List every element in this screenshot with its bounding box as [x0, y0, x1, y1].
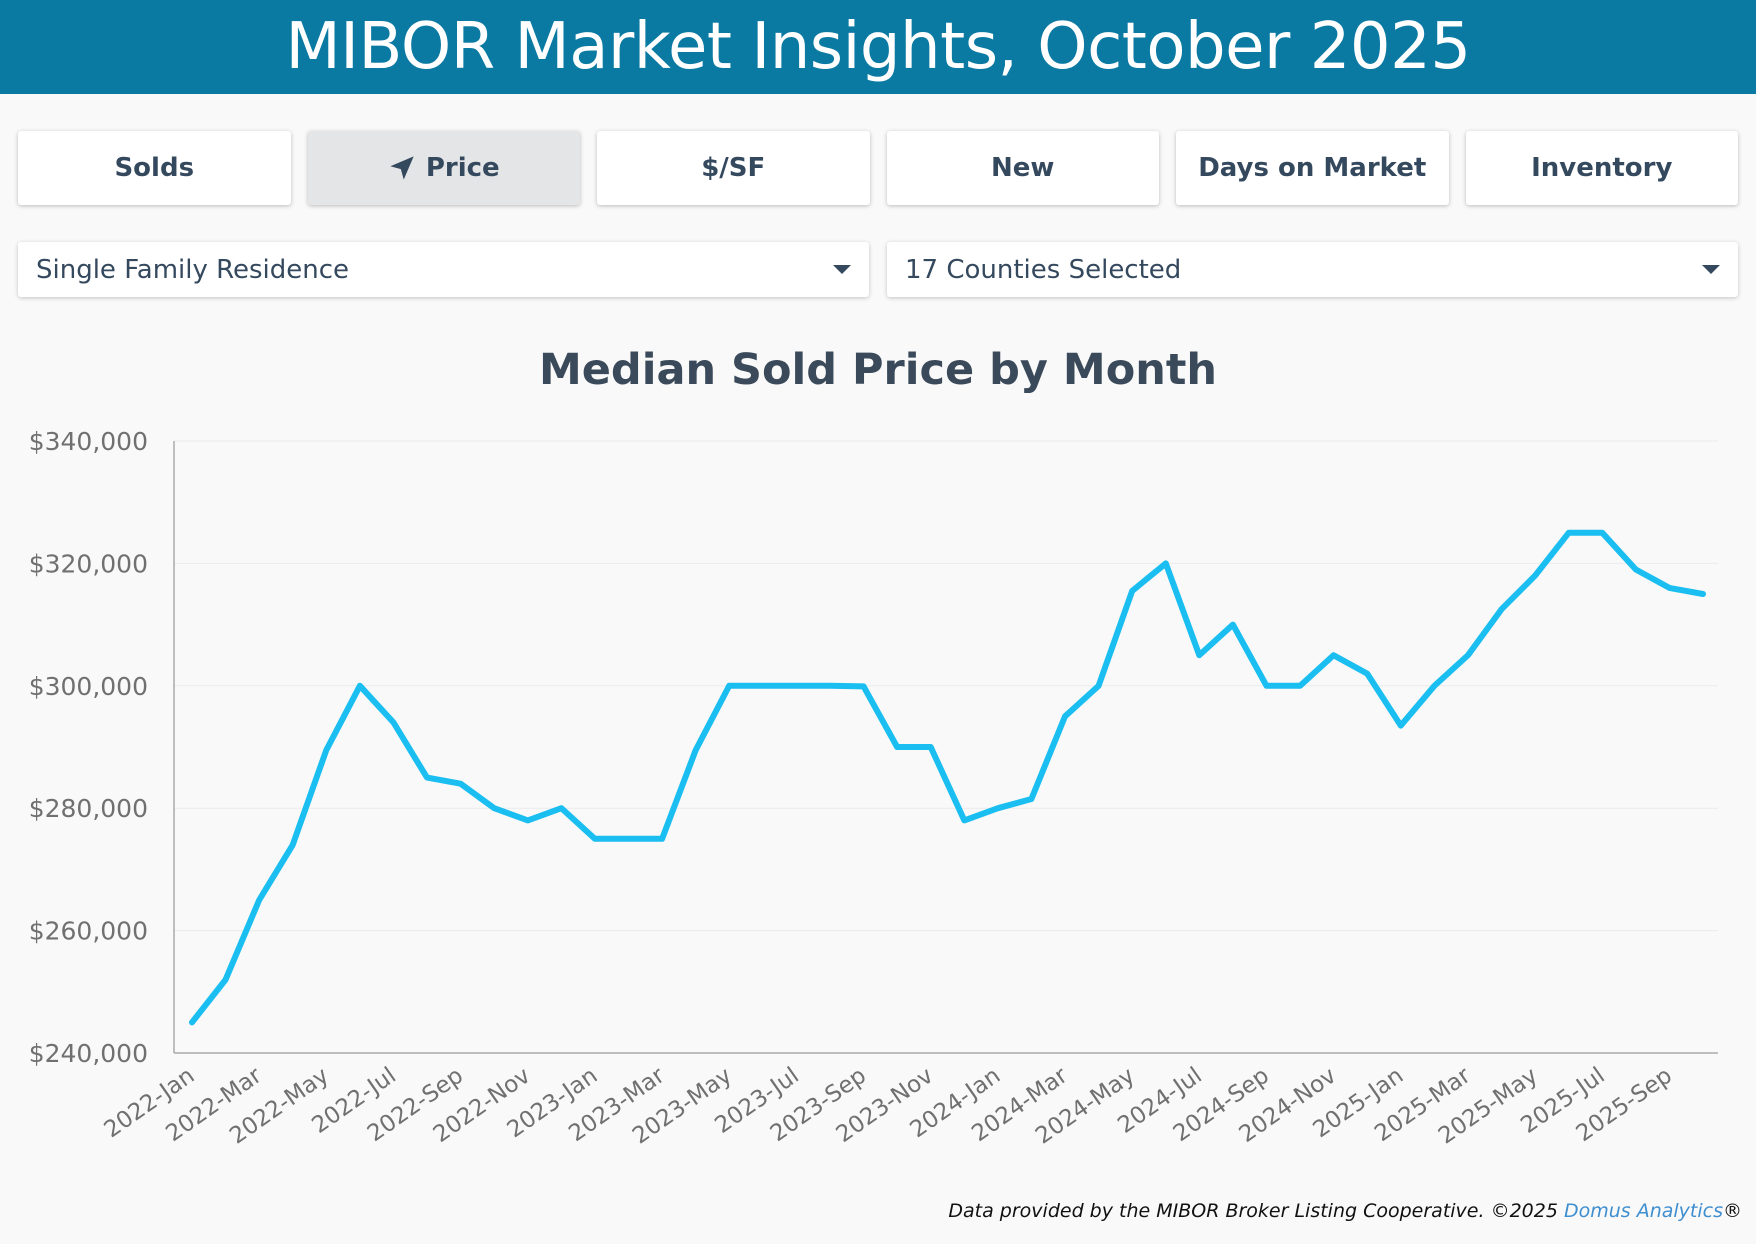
- tab-inventory-label: Inventory: [1531, 153, 1673, 183]
- footer-credit: Data provided by the MIBOR Broker Listin…: [948, 1200, 1742, 1222]
- domus-analytics-link[interactable]: Domus Analytics: [1563, 1200, 1723, 1222]
- chart-title: Median Sold Price by Month: [538, 345, 1218, 395]
- y-tick-label: $240,000: [29, 1039, 148, 1068]
- property-type-select[interactable]: Single Family Residence: [18, 242, 869, 297]
- y-tick-label: $280,000: [29, 794, 148, 823]
- tab-solds-label: Solds: [114, 153, 195, 183]
- tab-new-label: New: [991, 153, 1055, 183]
- footer-text: Data provided by the MIBOR Broker Listin…: [948, 1200, 1564, 1222]
- caret-down-icon: [1702, 265, 1720, 274]
- y-tick-label: $260,000: [29, 917, 148, 946]
- tab-inventory[interactable]: Inventory: [1465, 131, 1738, 205]
- tab-days-on-market-label: Days on Market: [1198, 153, 1427, 183]
- tab-new[interactable]: New: [886, 131, 1159, 205]
- axes: [173, 441, 1718, 1054]
- y-tick-label: $320,000: [29, 549, 148, 578]
- series: [189, 529, 1706, 1026]
- tab-days-on-market[interactable]: Days on Market: [1176, 131, 1449, 205]
- metric-tabs: Solds Price $/SF New Days on Market Inve…: [18, 131, 1738, 205]
- property-type-value: Single Family Residence: [36, 254, 350, 285]
- trademark-symbol: ®: [1723, 1200, 1742, 1222]
- grid-lines: [174, 440, 1718, 932]
- app-header: MIBOR Market Insights, October 2025: [0, 0, 1756, 94]
- y-tick-label: $300,000: [29, 672, 148, 701]
- filter-bar: Single Family Residence 17 Counties Sele…: [18, 242, 1738, 297]
- counties-select[interactable]: 17 Counties Selected: [887, 242, 1738, 297]
- location-arrow-icon: [390, 156, 414, 180]
- tab-price-per-sqft[interactable]: $/SF: [597, 131, 870, 205]
- y-tick-labels: $240,000 $260,000 $280,000 $300,000 $320,000…: [29, 427, 148, 1068]
- x-tick-labels: 2022-Jan2022-Mar2022-May2022-Jul2022-Sep…: [100, 1062, 1677, 1149]
- tab-price-label: Price: [425, 153, 500, 183]
- tab-price[interactable]: Price: [307, 131, 580, 205]
- caret-down-icon: [833, 265, 851, 274]
- page-title: MIBOR Market Insights, October 2025: [285, 10, 1471, 84]
- y-tick-label: $340,000: [29, 427, 148, 456]
- tab-solds[interactable]: Solds: [18, 131, 291, 205]
- tab-price-per-sqft-label: $/SF: [701, 153, 766, 183]
- counties-value: 17 Counties Selected: [905, 254, 1182, 285]
- series-line: [189, 529, 1706, 1026]
